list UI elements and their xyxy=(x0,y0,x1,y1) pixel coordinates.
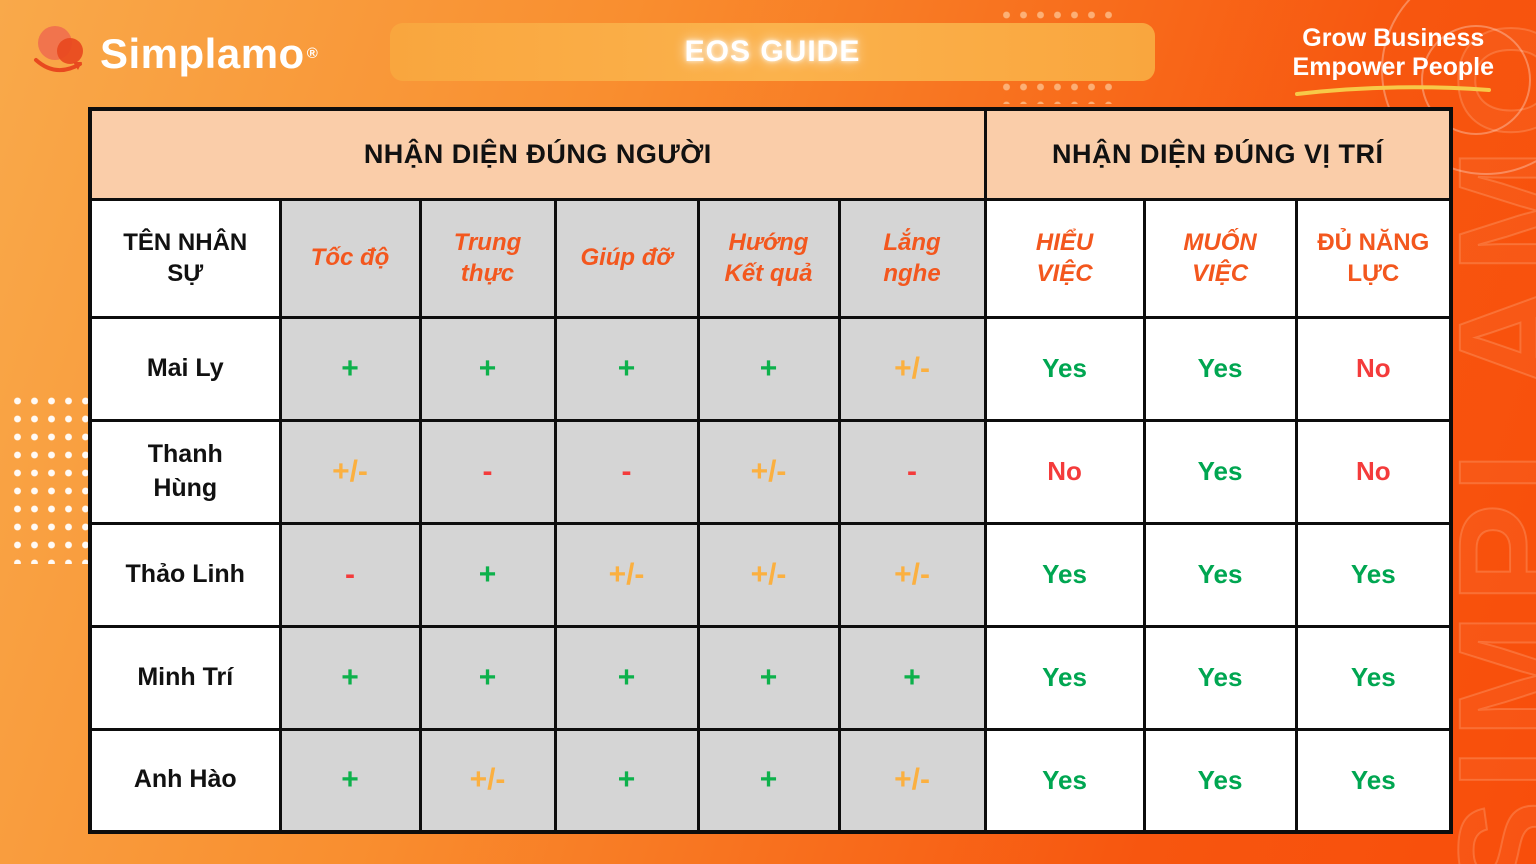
trait-rating: + xyxy=(278,727,422,834)
table-row: Thảo Linh - + +/- +/- +/- Yes Yes Yes xyxy=(88,521,1453,628)
people-analyzer-table: NHẬN DIỆN ĐÚNG NGƯỜI NHẬN DIỆN ĐÚNG VỊ T… xyxy=(88,107,1454,834)
gwc-answer: Yes xyxy=(983,624,1146,731)
tagline-underline xyxy=(1294,85,1491,96)
gwc-answer: Yes xyxy=(983,315,1146,422)
gwc-answer: Yes xyxy=(1142,418,1298,525)
trait-rating: + xyxy=(553,624,700,731)
table-row: Mai Ly + + + + +/- Yes Yes No xyxy=(88,315,1453,422)
gwc-answer: Yes xyxy=(983,727,1146,834)
trait-rating: + xyxy=(696,727,841,834)
gwc-answer: No xyxy=(1294,418,1453,525)
column-header-name: TÊN NHÂN SỰ xyxy=(88,197,282,319)
trait-rating: + xyxy=(553,727,700,834)
column-header-trait: Lắng nghe xyxy=(837,197,987,319)
gwc-answer: Yes xyxy=(1142,624,1298,731)
trait-rating: - xyxy=(553,418,700,525)
gwc-answer: Yes xyxy=(1142,727,1298,834)
trait-rating: +/- xyxy=(278,418,422,525)
trait-rating: - xyxy=(837,418,987,525)
trait-rating: +/- xyxy=(696,521,841,628)
group-header-right-people: NHẬN DIỆN ĐÚNG NGƯỜI xyxy=(88,107,987,201)
trait-rating: +/- xyxy=(553,521,700,628)
trait-rating: + xyxy=(837,624,987,731)
column-header-gwc: MUỐN VIỆC xyxy=(1142,197,1298,319)
title-banner: EOS GUIDE xyxy=(390,23,1155,81)
column-header-gwc: ĐỦ NĂNG LỰC xyxy=(1294,197,1453,319)
table-row: Thanh Hùng +/- - - +/- - No Yes No xyxy=(88,418,1453,525)
group-header-row: NHẬN DIỆN ĐÚNG NGƯỜI NHẬN DIỆN ĐÚNG VỊ T… xyxy=(88,107,1453,201)
dot-pattern xyxy=(9,392,95,564)
column-header-trait: Hướng Kết quả xyxy=(696,197,841,319)
column-header-trait: Trung thực xyxy=(418,197,557,319)
gwc-answer: Yes xyxy=(1142,315,1298,422)
decorative-circle xyxy=(1421,25,1531,135)
trait-rating: + xyxy=(553,315,700,422)
employee-name: Thảo Linh xyxy=(88,521,282,628)
page-title: EOS GUIDE xyxy=(684,35,861,68)
group-header-right-seat: NHẬN DIỆN ĐÚNG VỊ TRÍ xyxy=(983,107,1453,201)
registered-mark: ® xyxy=(306,45,318,62)
tagline: Grow Business Empower People xyxy=(1293,24,1494,97)
column-header-gwc: HIỂU VIỆC xyxy=(983,197,1146,319)
column-header-row: TÊN NHÂN SỰ Tốc độ Trung thực Giúp đỡ Hư… xyxy=(88,197,1453,319)
gwc-answer: Yes xyxy=(1294,624,1453,731)
trait-rating: +/- xyxy=(837,315,987,422)
gwc-answer: No xyxy=(1294,315,1453,422)
trait-rating: + xyxy=(278,315,422,422)
trait-rating: +/- xyxy=(837,521,987,628)
gwc-answer: No xyxy=(983,418,1146,525)
trait-rating: +/- xyxy=(837,727,987,834)
trait-rating: - xyxy=(418,418,557,525)
trait-rating: + xyxy=(696,624,841,731)
table-row: Anh Hào + +/- + + +/- Yes Yes Yes xyxy=(88,727,1453,834)
logo-wordmark: Simplamo xyxy=(100,29,305,77)
simplamo-logo: Simplamo ® xyxy=(28,20,318,87)
trait-rating: + xyxy=(418,624,557,731)
trait-rating: +/- xyxy=(696,418,841,525)
gwc-answer: Yes xyxy=(983,521,1146,628)
gwc-answer: Yes xyxy=(1294,521,1453,628)
trait-rating: +/- xyxy=(418,727,557,834)
trait-rating: - xyxy=(278,521,422,628)
tagline-text: Grow Business Empower People xyxy=(1292,24,1494,81)
table-row: Minh Trí + + + + + Yes Yes Yes xyxy=(88,624,1453,731)
employee-name: Minh Trí xyxy=(88,624,282,731)
trait-rating: + xyxy=(278,624,422,731)
trait-rating: + xyxy=(418,315,557,422)
trait-rating: + xyxy=(418,521,557,628)
column-header-trait: Tốc độ xyxy=(278,197,422,319)
employee-name: Anh Hào xyxy=(88,727,282,834)
gwc-answer: Yes xyxy=(1142,521,1298,628)
gwc-answer: Yes xyxy=(1294,727,1453,834)
column-header-trait: Giúp đỡ xyxy=(553,197,700,319)
employee-name: Mai Ly xyxy=(88,315,282,422)
simplamo-logo-icon xyxy=(28,20,92,87)
trait-rating: + xyxy=(696,315,841,422)
employee-name: Thanh Hùng xyxy=(88,418,282,525)
